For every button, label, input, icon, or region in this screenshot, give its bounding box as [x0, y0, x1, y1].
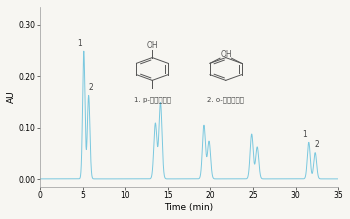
- Text: 1: 1: [302, 130, 307, 139]
- Text: 2: 2: [315, 140, 320, 149]
- X-axis label: Time (min): Time (min): [164, 203, 214, 212]
- Y-axis label: AU: AU: [7, 91, 16, 103]
- Text: OH: OH: [146, 41, 158, 49]
- Text: 2. o-クレゾール: 2. o-クレゾール: [207, 96, 244, 103]
- Text: 1. p-クレゾール: 1. p-クレゾール: [134, 96, 171, 103]
- Text: 2: 2: [89, 83, 93, 92]
- Text: 1: 1: [78, 39, 82, 48]
- Text: OH: OH: [220, 50, 232, 59]
